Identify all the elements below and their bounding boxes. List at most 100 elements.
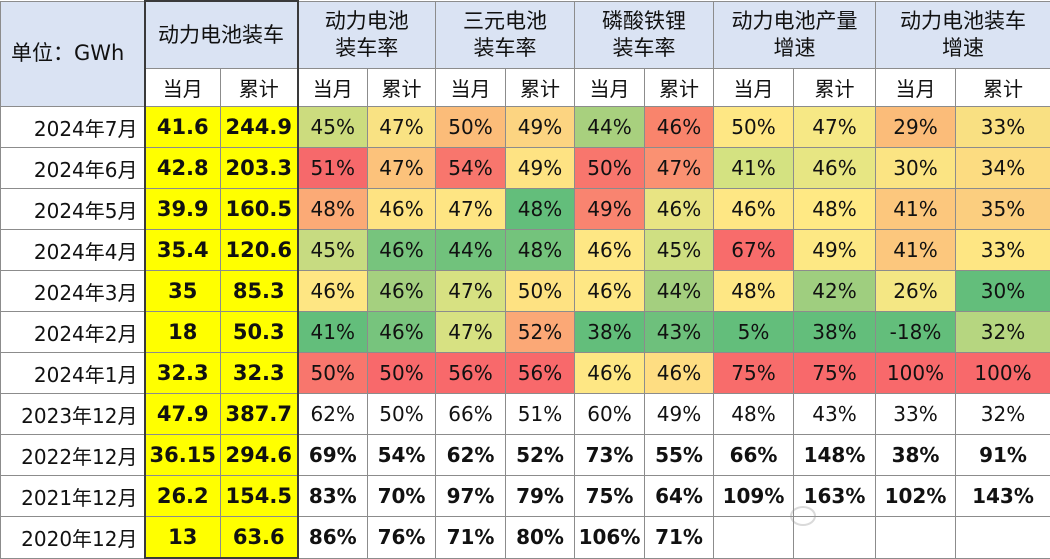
row-label: 2024年4月: [0, 229, 145, 271]
column-subheader: 累计: [793, 68, 876, 107]
column-subheader: 累计: [505, 68, 575, 107]
column-group-header-line: 增速: [773, 35, 816, 60]
install-volume-cell: 41.6: [143, 106, 221, 148]
rate-cell: 50%: [574, 147, 645, 189]
column-subheader: 当月: [574, 68, 645, 107]
rate-cell: 62%: [435, 434, 506, 476]
header-row: 单位：GWh 动力电池装车 动力电池 装车率 三元电池 装车率 磷酸铁锂 装车率 动力电池产量增…: [0, 0, 1050, 107]
rate-cell: 73%: [574, 434, 645, 476]
column-group-header-line: 三元电池: [463, 8, 547, 33]
subheader-row: 当月 累计 当月 累计 当月 累计 当月 累计 当月 累计 当月 累计: [1, 68, 1050, 107]
rate-cell: 56%: [435, 352, 506, 394]
rate-cell: 50%: [713, 106, 794, 148]
row-label: 2021年12月: [0, 475, 145, 517]
rate-cell: 75%: [574, 475, 645, 517]
rate-cell: 100%: [955, 352, 1050, 394]
column-subheader: 累计: [367, 68, 436, 107]
rate-cell: 51%: [297, 147, 368, 189]
column-group-header: 三元电池 装车率: [435, 0, 575, 69]
rate-cell: 79%: [505, 475, 575, 517]
rate-cell: 71%: [435, 516, 506, 559]
rate-cell: 46%: [574, 229, 645, 271]
table-row: 2024年7月 41.6 244.9 45% 47% 50% 49% 44% 46% 50% 47%…: [0, 106, 1050, 148]
rate-cell: 55%: [644, 434, 714, 476]
rate-cell: 48%: [793, 188, 876, 230]
rate-cell: 30%: [875, 147, 956, 189]
row-label: 2024年3月: [0, 270, 145, 312]
install-volume-cell: 35.4: [143, 229, 221, 271]
rate-cell: 50%: [435, 106, 506, 148]
rate-cell: 47%: [367, 106, 436, 148]
column-subheader: 累计: [955, 68, 1050, 107]
table-row: 2021年12月 26.2 154.5 83% 70% 97% 79% 75% 64% 109% 1…: [0, 475, 1050, 517]
row-label: 2023年12月: [0, 393, 145, 435]
rate-cell: 46%: [793, 147, 876, 189]
rate-cell: 46%: [367, 188, 436, 230]
rate-cell: 29%: [875, 106, 956, 148]
install-volume-cell: 32.3: [220, 352, 299, 394]
rate-cell: 54%: [435, 147, 506, 189]
rate-cell: 46%: [644, 106, 714, 148]
column-subheader: 当月: [297, 68, 368, 107]
rate-cell: 49%: [644, 393, 714, 435]
rate-cell: [955, 516, 1050, 559]
rate-cell: 70%: [367, 475, 436, 517]
table-row: 2022年12月 36.15 294.6 69% 54% 62% 52% 73% 55% 66% 1…: [0, 434, 1050, 476]
rate-cell: 50%: [505, 270, 575, 312]
rate-cell: 33%: [955, 106, 1050, 148]
column-group-header-line: 动力电池装车: [158, 23, 284, 47]
rate-cell: 56%: [505, 352, 575, 394]
row-label: 2024年6月: [0, 147, 145, 189]
rate-cell: 35%: [955, 188, 1050, 230]
column-group-header-line: 装车率: [473, 35, 537, 60]
rate-cell: 66%: [713, 434, 794, 476]
rate-cell: 33%: [955, 229, 1050, 271]
rate-cell: 48%: [505, 188, 575, 230]
table-row: 2024年3月 35 85.3 46% 46% 47% 50% 46% 44% 48% 42% 26%…: [0, 270, 1050, 312]
row-label: 2024年1月: [0, 352, 145, 394]
rate-cell: 34%: [955, 147, 1050, 189]
row-label: 2022年12月: [0, 434, 145, 476]
rate-cell: [875, 516, 956, 559]
rate-cell: 54%: [367, 434, 436, 476]
rate-cell: 106%: [574, 516, 645, 559]
row-label: 2024年7月: [0, 106, 145, 148]
rate-cell: 69%: [297, 434, 368, 476]
rate-cell: 5%: [713, 311, 794, 353]
install-volume-cell: 32.3: [143, 352, 221, 394]
column-group-header-line: 装车率: [335, 35, 399, 60]
column-group-header-line: 增速: [942, 35, 984, 60]
install-volume-cell: 39.9: [143, 188, 221, 230]
row-label: 2024年5月: [0, 188, 145, 230]
rate-cell: 52%: [505, 311, 575, 353]
install-volume-cell: 85.3: [220, 270, 299, 312]
install-volume-cell: 50.3: [220, 311, 299, 353]
column-group-header: 动力电池产量 增速: [713, 0, 876, 69]
column-group-header: 磷酸铁锂 装车率: [574, 0, 714, 69]
rate-cell: 51%: [505, 393, 575, 435]
rate-cell: 100%: [875, 352, 956, 394]
rate-cell: 38%: [875, 434, 956, 476]
table-row: 2023年12月 47.9 387.7 62% 50% 66% 51% 60% 49% 48% 43…: [0, 393, 1050, 435]
rate-cell: 50%: [297, 352, 368, 394]
rate-cell: 26%: [875, 270, 956, 312]
column-group-header-line: 磷酸铁锂: [602, 8, 686, 33]
rate-cell: 102%: [875, 475, 956, 517]
rate-cell: 41%: [297, 311, 368, 353]
rate-cell: 75%: [793, 352, 876, 394]
rate-cell: 44%: [435, 229, 506, 271]
rate-cell: [713, 516, 794, 559]
install-volume-cell: 18: [143, 311, 221, 353]
rate-cell: 148%: [793, 434, 876, 476]
rate-cell: 48%: [297, 188, 368, 230]
rate-cell: 52%: [505, 434, 575, 476]
rate-cell: 143%: [955, 475, 1050, 517]
rate-cell: 46%: [644, 188, 714, 230]
rate-cell: 49%: [793, 229, 876, 271]
rate-cell: 41%: [713, 147, 794, 189]
rate-cell: 41%: [875, 229, 956, 271]
rate-cell: 47%: [793, 106, 876, 148]
install-volume-cell: 154.5: [220, 475, 299, 517]
install-volume-cell: 387.7: [220, 393, 299, 435]
rate-cell: 47%: [367, 147, 436, 189]
